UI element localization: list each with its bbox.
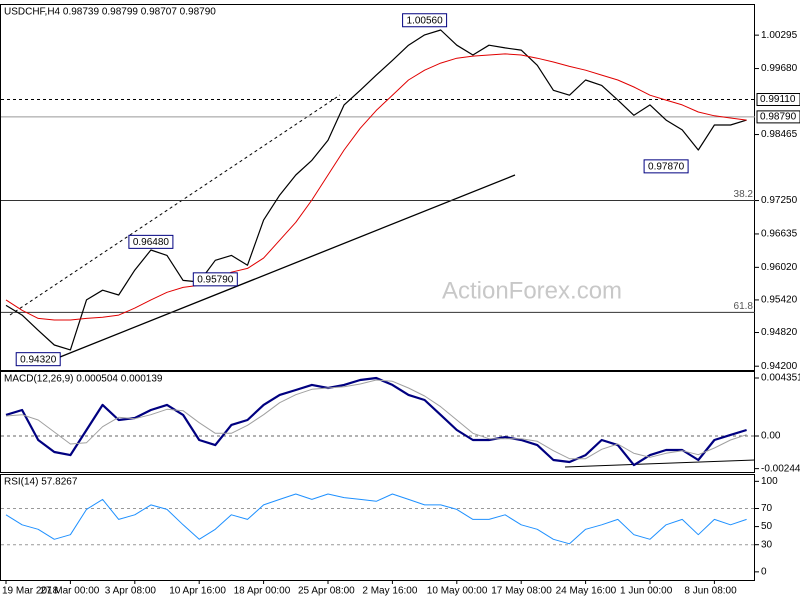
macd-trend-line (564, 459, 756, 468)
y-tick-label: 0.95420 (761, 295, 798, 306)
annotation-label: 0.96480 (133, 237, 170, 248)
series-line (5, 379, 747, 460)
x-tick-label: 19 Mar 2018 (2, 586, 59, 597)
x-tick-label: 8 Jun 08:00 (684, 586, 737, 597)
annotation-label: 1.00560 (407, 15, 444, 26)
panel-title: RSI(14) 57.8267 (4, 477, 78, 488)
panel-title: MACD(12,26,9) 0.000504 0.000139 (4, 374, 163, 385)
y-tick-label: 0.94820 (761, 327, 798, 338)
x-tick-label: 27 Mar 00:00 (40, 586, 99, 597)
annotation-box (192, 272, 238, 287)
annotation-label: 0.94320 (20, 354, 57, 365)
price-panel (0, 4, 755, 371)
y-tick-label: 0.96635 (761, 229, 798, 240)
y-tick-label: 50 (761, 521, 773, 532)
watermark: ActionForex.com (442, 277, 622, 304)
trend-line (59, 174, 516, 358)
x-tick-label: 1 Jun 00:00 (620, 586, 673, 597)
x-tick-label: 3 Apr 08:00 (105, 586, 157, 597)
level-name: 38.2 (734, 189, 754, 200)
level-label: 0.98790 (760, 112, 797, 123)
y-tick-label: 0.004351 (761, 373, 800, 384)
y-tick-label: 0.97250 (761, 195, 798, 206)
series-line (5, 53, 747, 321)
annotation-box (15, 352, 61, 367)
y-tick-label: 70 (761, 503, 773, 514)
level-label-box (756, 93, 800, 107)
level-name: 61.8 (734, 301, 754, 312)
level-label-box (756, 110, 800, 124)
channel-line (9, 94, 341, 316)
x-tick-label: 10 May 00:00 (427, 586, 488, 597)
y-tick-label: 1.00295 (761, 30, 798, 41)
annotation-label: 0.97870 (648, 162, 685, 173)
y-tick-label: 0.94200 (761, 361, 798, 372)
annotation-box (128, 234, 174, 249)
y-tick-label: 0 (761, 566, 767, 577)
annotation-box (643, 159, 689, 174)
series-line (5, 493, 747, 545)
x-tick-label: 17 May 08:00 (491, 586, 552, 597)
y-tick-label: 0.98465 (761, 129, 798, 140)
level-label: 0.99110 (760, 94, 796, 105)
annotation-box (402, 13, 448, 28)
macd-panel (0, 371, 755, 473)
x-tick-label: 10 Apr 16:00 (169, 586, 226, 597)
y-tick-label: 0.00 (761, 431, 781, 442)
series-line (5, 29, 747, 351)
y-tick-label: 30 (761, 539, 773, 550)
y-tick-label: -0.002448 (761, 463, 800, 474)
annotation-label: 0.95790 (197, 274, 234, 285)
y-tick-label: 100 (761, 476, 778, 487)
rsi-panel (0, 474, 755, 581)
y-tick-label: 0.99680 (761, 63, 798, 74)
x-tick-label: 25 Apr 08:00 (298, 586, 355, 597)
y-tick-label: 0.96020 (761, 262, 798, 273)
panel-title: USDCHF,H4 0.98739 0.98799 0.98707 0.9879… (4, 7, 216, 18)
x-tick-label: 24 May 16:00 (556, 586, 617, 597)
x-tick-label: 18 Apr 00:00 (234, 586, 291, 597)
x-tick-label: 2 May 16:00 (362, 586, 417, 597)
